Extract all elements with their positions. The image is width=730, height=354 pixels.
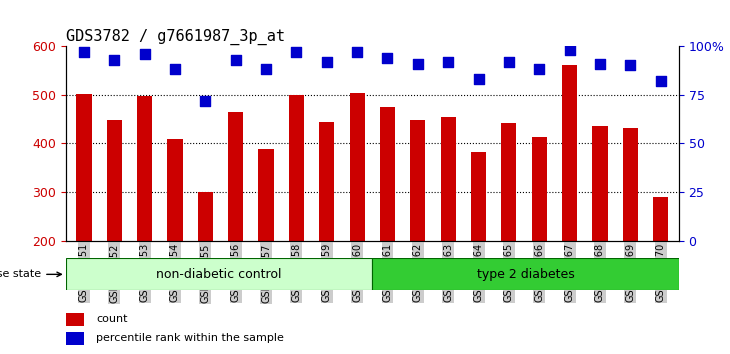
Text: GSM524169: GSM524169: [626, 243, 635, 302]
Text: GSM524156: GSM524156: [231, 243, 241, 302]
Text: GSM524151: GSM524151: [79, 243, 89, 302]
Bar: [623, 128, 638, 241]
Bar: [66, 332, 84, 345]
Bar: [502, 123, 517, 241]
Text: GSM524170: GSM524170: [656, 243, 666, 302]
Bar: [471, 152, 486, 241]
Point: [442, 59, 454, 64]
FancyBboxPatch shape: [66, 258, 372, 290]
Bar: [410, 120, 426, 241]
Text: GSM524153: GSM524153: [139, 243, 150, 302]
Text: non-diabetic control: non-diabetic control: [156, 268, 282, 281]
Text: GSM524168: GSM524168: [595, 243, 605, 302]
Text: type 2 diabetes: type 2 diabetes: [477, 268, 575, 281]
Bar: [198, 192, 213, 241]
Point: [291, 49, 302, 55]
Text: GSM524157: GSM524157: [261, 243, 271, 303]
FancyBboxPatch shape: [372, 258, 679, 290]
Point: [412, 61, 423, 67]
Point: [594, 61, 606, 67]
Bar: [66, 313, 84, 326]
Bar: [653, 197, 668, 241]
Bar: [77, 94, 91, 241]
Point: [624, 63, 636, 68]
Point: [109, 57, 120, 62]
Point: [351, 49, 363, 55]
Point: [473, 76, 485, 82]
Point: [169, 67, 181, 72]
Text: count: count: [96, 314, 128, 324]
Text: GSM524161: GSM524161: [383, 243, 393, 302]
Text: GSM524155: GSM524155: [200, 243, 210, 303]
Point: [655, 78, 666, 84]
Text: GSM524152: GSM524152: [110, 243, 119, 303]
Bar: [258, 149, 274, 241]
Point: [230, 57, 242, 62]
Point: [260, 67, 272, 72]
Point: [199, 98, 211, 103]
Bar: [592, 126, 607, 241]
Text: GSM524165: GSM524165: [504, 243, 514, 302]
Bar: [441, 117, 456, 241]
Bar: [228, 112, 243, 241]
Bar: [107, 120, 122, 241]
Point: [503, 59, 515, 64]
Bar: [531, 137, 547, 241]
Bar: [350, 93, 365, 241]
Bar: [167, 139, 182, 241]
Point: [139, 51, 150, 57]
Text: percentile rank within the sample: percentile rank within the sample: [96, 333, 284, 343]
Bar: [137, 96, 153, 241]
Point: [534, 67, 545, 72]
Text: GSM524162: GSM524162: [413, 243, 423, 302]
Bar: [380, 107, 395, 241]
Text: GSM524164: GSM524164: [474, 243, 483, 302]
Bar: [562, 65, 577, 241]
Text: GSM524158: GSM524158: [291, 243, 301, 302]
Text: GSM524163: GSM524163: [443, 243, 453, 302]
Point: [321, 59, 333, 64]
Point: [78, 49, 90, 55]
Text: disease state: disease state: [0, 269, 61, 279]
Text: GSM524154: GSM524154: [170, 243, 180, 302]
Point: [564, 47, 575, 53]
Bar: [289, 95, 304, 241]
Bar: [319, 122, 334, 241]
Point: [382, 55, 393, 61]
Text: GSM524160: GSM524160: [352, 243, 362, 302]
Text: GSM524166: GSM524166: [534, 243, 545, 302]
Text: GSM524167: GSM524167: [564, 243, 575, 302]
Text: GSM524159: GSM524159: [322, 243, 331, 302]
Text: GDS3782 / g7661987_3p_at: GDS3782 / g7661987_3p_at: [66, 28, 285, 45]
